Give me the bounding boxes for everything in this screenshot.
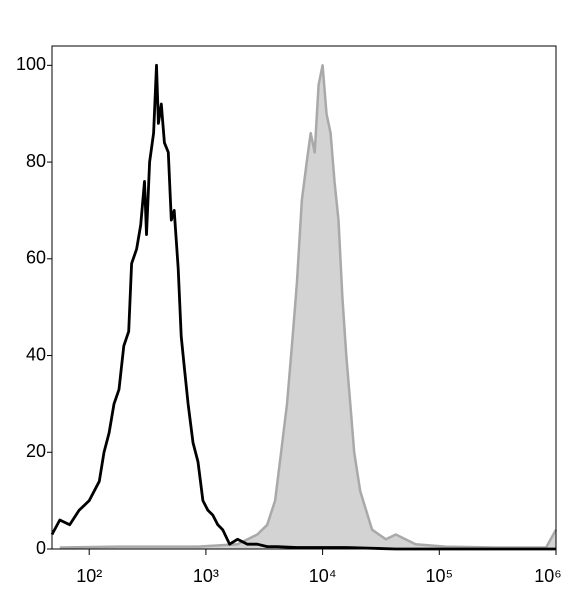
x-tick-label: 10⁶	[534, 566, 561, 586]
y-tick-label: 80	[26, 151, 46, 171]
x-tick-label: 10⁴	[309, 566, 337, 586]
histogram-line	[59, 64, 558, 549]
y-tick-label: 20	[26, 441, 46, 461]
histogram-area	[59, 65, 557, 550]
x-tick-label: 10⁵	[426, 566, 453, 586]
histogram-line	[50, 63, 556, 551]
y-tick-label: 60	[26, 248, 46, 268]
plot-frame	[51, 45, 557, 550]
y-tick-label: 100	[16, 54, 46, 74]
x-tick-label: 10²	[76, 566, 102, 586]
x-tick-label: 10³	[193, 566, 219, 586]
y-tick-label: 40	[26, 344, 46, 364]
y-tick-label: 0	[36, 538, 46, 558]
